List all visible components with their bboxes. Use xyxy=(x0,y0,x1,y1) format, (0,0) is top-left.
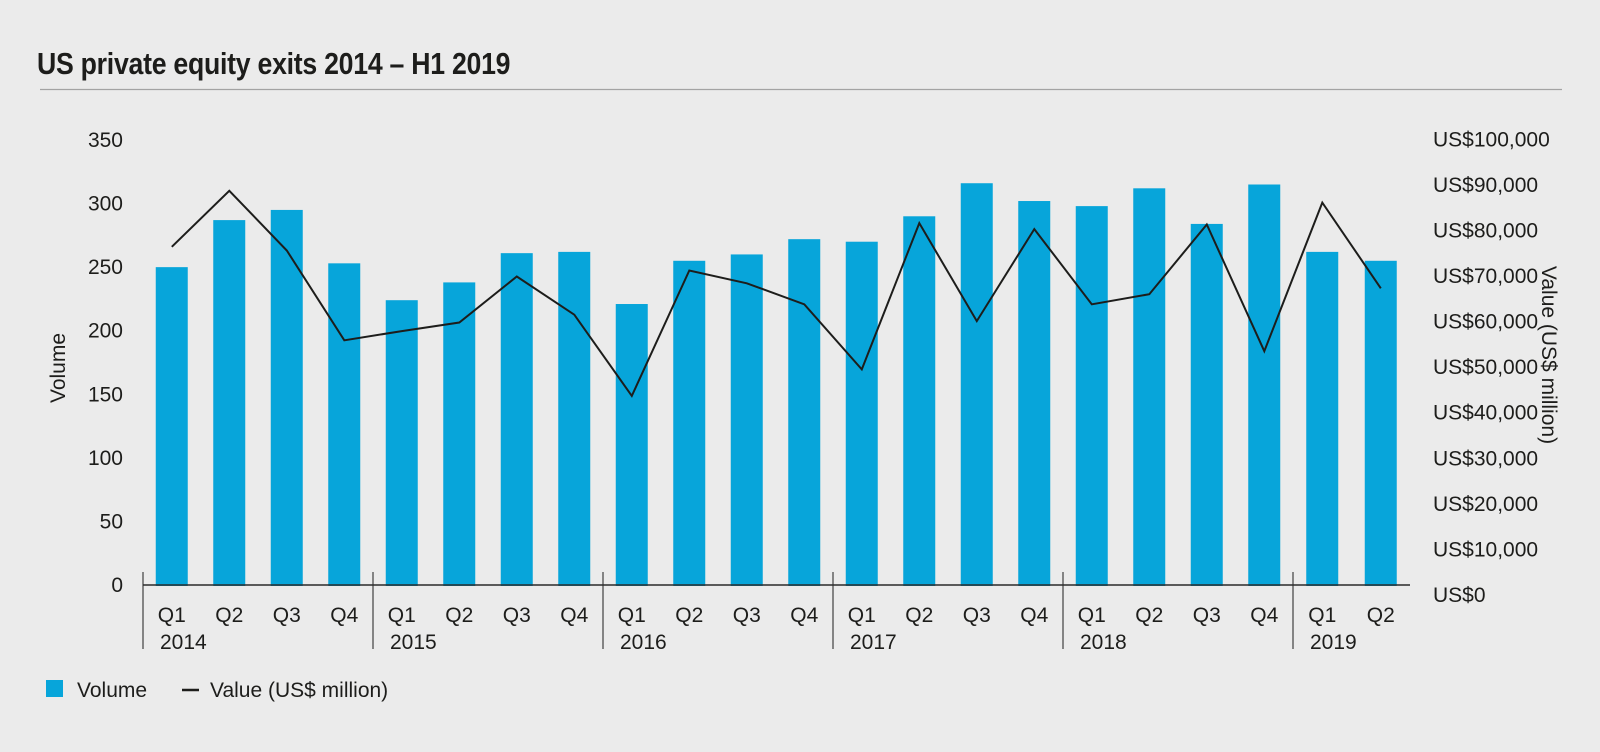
year-label: 2015 xyxy=(390,631,437,654)
volume-bar xyxy=(500,253,533,586)
volume-bar xyxy=(845,241,878,586)
chart-title: US private equity exits 2014 – H1 2019 xyxy=(37,47,510,81)
quarter-label: Q4 xyxy=(560,604,588,627)
quarter-label: Q4 xyxy=(1020,604,1048,627)
volume-bar xyxy=(385,300,418,586)
year-label: 2017 xyxy=(850,631,897,654)
quarter-label: Q2 xyxy=(1367,604,1395,627)
x-axis-labels: Q1 Q2 Q3 Q4 Q1 Q2 Q3 Q4 Q1 Q2 Q3 Q4 Q1 Q2 Q3 Q4 Q1 Q2 Q3 Q4… xyxy=(158,604,1395,654)
quarter-label: Q1 xyxy=(618,604,646,627)
left-tick-label: 50 xyxy=(100,510,123,533)
quarter-label: Q4 xyxy=(1250,604,1278,627)
volume-bar xyxy=(730,254,763,586)
volume-bar xyxy=(155,267,188,586)
right-tick-label: US$40,000 xyxy=(1433,402,1538,425)
left-tick-label: 300 xyxy=(88,193,123,216)
left-tick-label: 150 xyxy=(88,383,123,406)
left-axis-title: Volume xyxy=(47,333,70,403)
volume-bar xyxy=(213,220,246,586)
volume-bar xyxy=(328,263,361,586)
volume-bar xyxy=(903,216,936,587)
right-tick-label: US$0 xyxy=(1433,584,1486,607)
year-label: 2018 xyxy=(1080,631,1127,654)
volume-bar xyxy=(960,183,993,586)
left-tick-label: 250 xyxy=(88,256,123,279)
right-axis-title: Value (US$ million) xyxy=(1537,266,1560,444)
volume-bar xyxy=(615,304,648,586)
quarter-label: Q3 xyxy=(273,604,301,627)
quarter-label: Q2 xyxy=(215,604,243,627)
legend-value-label: Value (US$ million) xyxy=(210,679,388,702)
year-label: 2019 xyxy=(1310,631,1357,654)
volume-bar xyxy=(1364,260,1397,586)
quarter-label: Q1 xyxy=(388,604,416,627)
quarter-label: Q2 xyxy=(1135,604,1163,627)
left-tick-label: 0 xyxy=(111,574,123,597)
volume-bar xyxy=(1248,184,1281,586)
volume-bar xyxy=(673,260,706,586)
volume-bar xyxy=(1075,206,1108,586)
volume-bar xyxy=(1190,223,1223,586)
volume-bar xyxy=(558,251,591,586)
right-tick-label: US$20,000 xyxy=(1433,493,1538,516)
quarter-label: Q1 xyxy=(1078,604,1106,627)
left-tick-label: 350 xyxy=(88,129,123,152)
right-tick-label: US$70,000 xyxy=(1433,265,1538,288)
quarter-label: Q3 xyxy=(503,604,531,627)
quarter-label: Q2 xyxy=(675,604,703,627)
quarter-label: Q1 xyxy=(848,604,876,627)
volume-bar xyxy=(1018,201,1051,586)
volume-bar xyxy=(443,282,476,586)
legend-volume-label: Volume xyxy=(77,679,147,702)
left-tick-label: 200 xyxy=(88,320,123,343)
quarter-label: Q2 xyxy=(905,604,933,627)
right-tick-label: US$80,000 xyxy=(1433,219,1538,242)
year-label: 2016 xyxy=(620,631,667,654)
quarter-label: Q2 xyxy=(445,604,473,627)
value-line xyxy=(171,189,1382,398)
quarter-label: Q1 xyxy=(1308,604,1336,627)
right-tick-label: US$60,000 xyxy=(1433,311,1538,334)
quarter-label: Q3 xyxy=(1193,604,1221,627)
right-tick-label: US$90,000 xyxy=(1433,174,1538,197)
right-tick-label: US$30,000 xyxy=(1433,447,1538,470)
left-tick-label: 100 xyxy=(88,447,123,470)
quarter-label: Q4 xyxy=(790,604,818,627)
quarter-label: Q3 xyxy=(963,604,991,627)
legend: Volume Value (US$ million) xyxy=(46,679,388,702)
quarter-label: Q4 xyxy=(330,604,358,627)
volume-bars xyxy=(155,183,1397,587)
quarter-label: Q3 xyxy=(733,604,761,627)
volume-bar xyxy=(270,209,303,586)
quarter-label: Q1 xyxy=(158,604,186,627)
volume-bar xyxy=(788,239,821,586)
volume-bar xyxy=(1306,251,1339,586)
value-line-series xyxy=(171,189,1382,398)
right-tick-label: US$100,000 xyxy=(1433,128,1550,151)
left-axis-tick-labels: 0 50 100 150 200 250 300 350 xyxy=(88,129,123,597)
year-label: 2014 xyxy=(160,631,207,654)
right-tick-label: US$10,000 xyxy=(1433,538,1538,561)
legend-volume-swatch xyxy=(46,680,63,697)
volume-bar xyxy=(1133,188,1166,587)
right-tick-label: US$50,000 xyxy=(1433,356,1538,379)
right-axis-tick-labels: US$0 US$10,000 US$20,000 US$30,000 US$40,000… xyxy=(1433,128,1550,607)
